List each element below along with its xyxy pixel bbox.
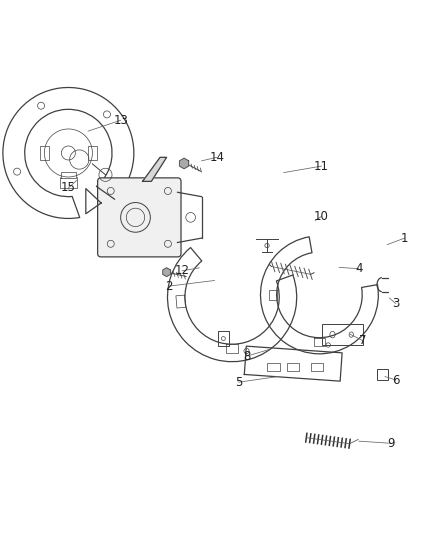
Bar [268,363,280,370]
Text: 13: 13 [113,114,128,127]
Text: 11: 11 [314,159,329,173]
Polygon shape [180,158,189,169]
Text: 10: 10 [314,210,329,223]
Text: 15: 15 [61,181,76,195]
Text: 8: 8 [244,350,251,362]
Text: 9: 9 [388,437,395,450]
FancyBboxPatch shape [98,178,181,257]
Text: 12: 12 [174,264,189,277]
Bar [218,330,229,346]
Text: 2: 2 [165,280,173,293]
Text: 7: 7 [359,334,367,347]
Polygon shape [143,157,166,181]
Text: 1: 1 [401,232,408,245]
Text: 6: 6 [392,374,399,386]
Text: 5: 5 [235,376,242,389]
Bar [39,147,49,159]
Bar [88,147,97,159]
Polygon shape [163,268,170,277]
Bar [311,363,323,370]
Text: 4: 4 [355,262,363,275]
Text: 3: 3 [392,297,399,310]
Text: 14: 14 [209,151,224,164]
Bar [377,369,389,381]
Bar [321,324,363,345]
Bar [287,363,299,370]
